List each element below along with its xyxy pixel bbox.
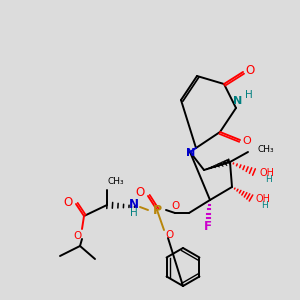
Text: CH₃: CH₃ xyxy=(108,178,124,187)
Text: O: O xyxy=(135,185,145,199)
Text: O: O xyxy=(63,196,73,208)
Text: CH₃: CH₃ xyxy=(257,145,274,154)
Text: O: O xyxy=(172,201,180,211)
Text: OH: OH xyxy=(259,168,274,178)
Text: H: H xyxy=(262,202,268,211)
Text: OH: OH xyxy=(256,194,271,204)
Text: P: P xyxy=(152,203,162,217)
Polygon shape xyxy=(204,159,231,170)
Text: H: H xyxy=(245,90,253,100)
Text: H: H xyxy=(130,208,138,218)
Text: N: N xyxy=(233,96,243,106)
Text: O: O xyxy=(74,231,82,241)
Text: F: F xyxy=(204,220,212,232)
Text: N: N xyxy=(186,148,196,158)
Text: N: N xyxy=(129,199,139,212)
Text: O: O xyxy=(245,64,255,76)
Text: O: O xyxy=(166,230,174,240)
Text: H: H xyxy=(265,176,272,184)
Text: O: O xyxy=(243,136,251,146)
